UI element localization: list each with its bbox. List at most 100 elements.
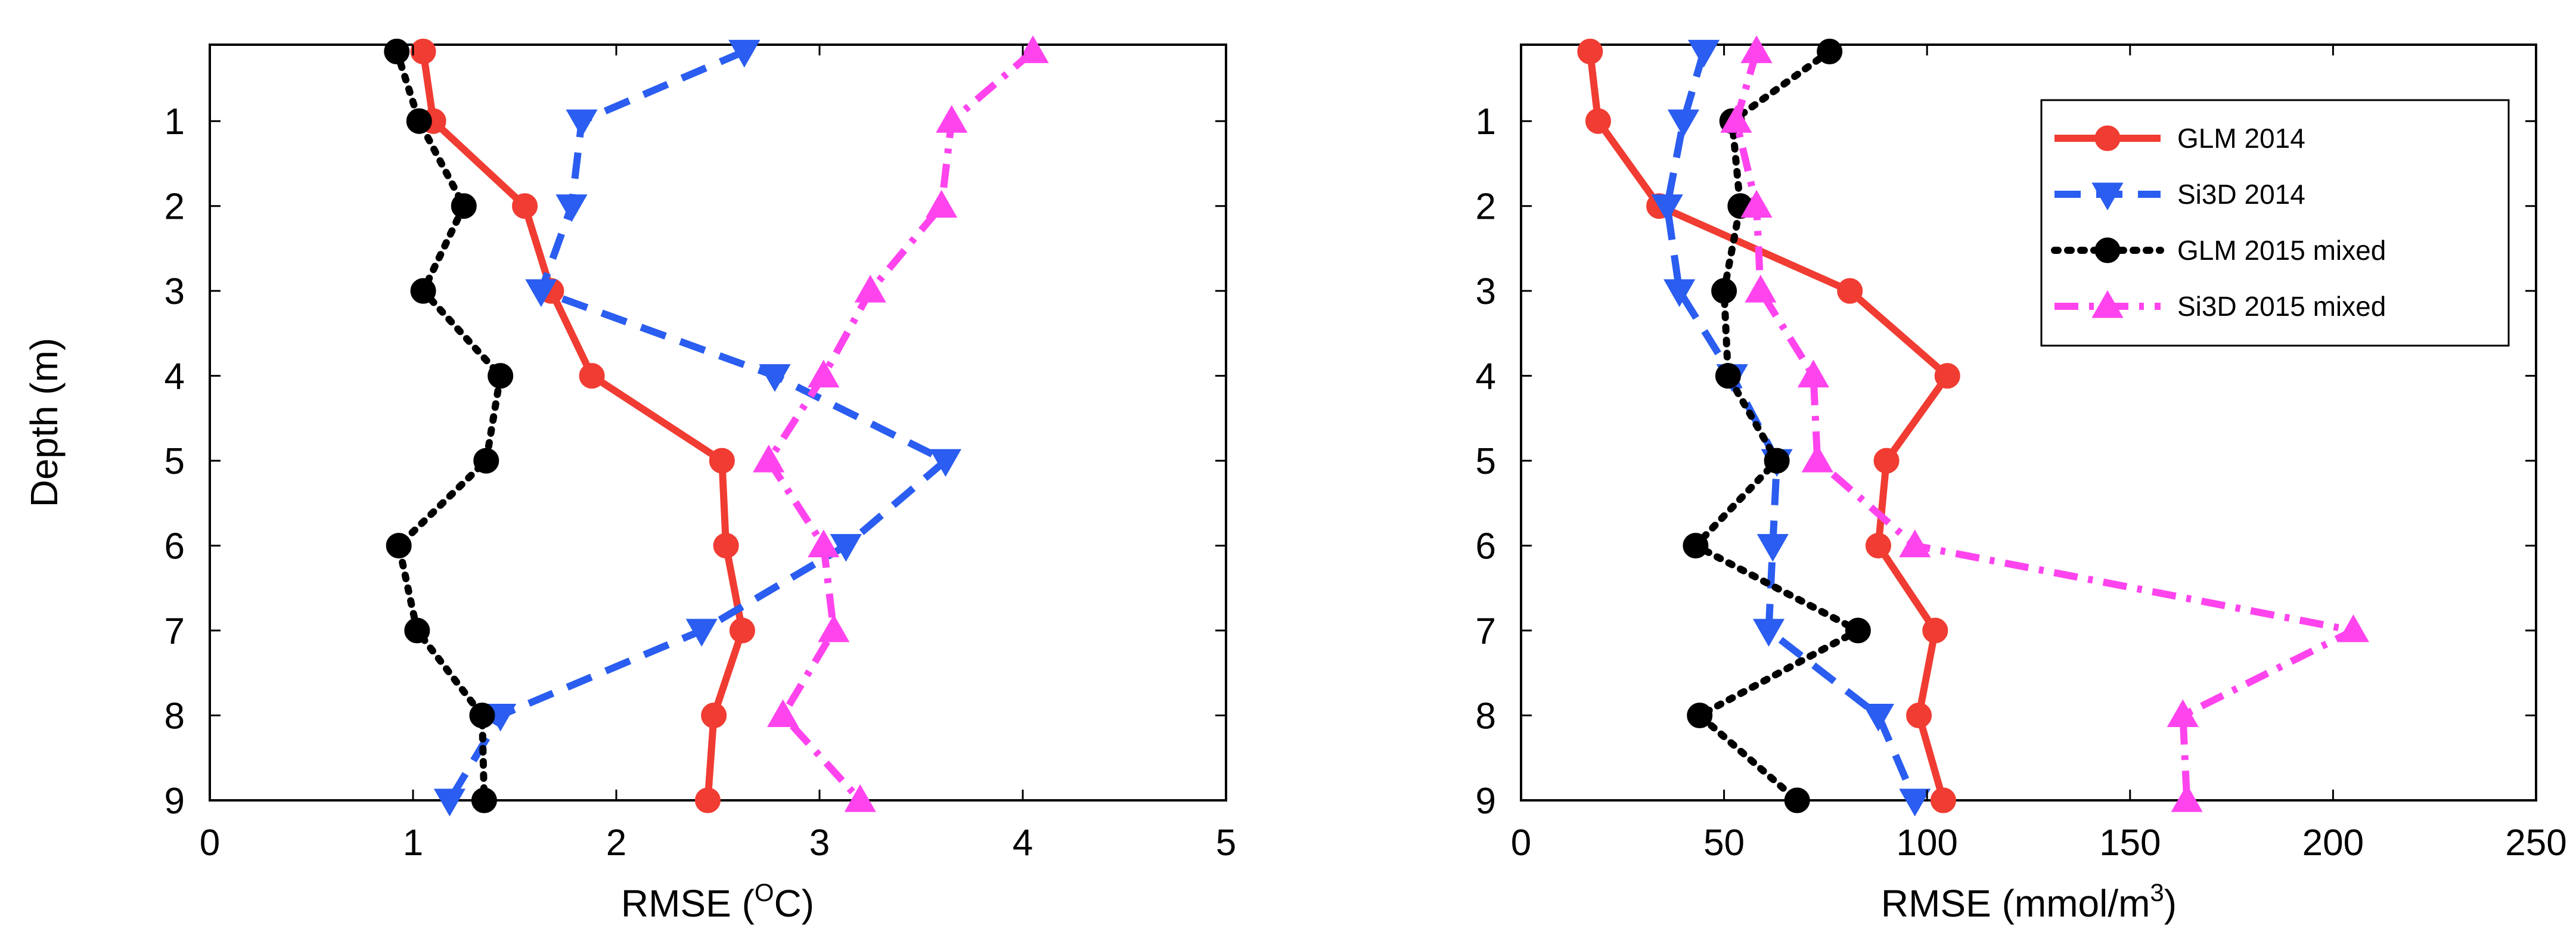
series-layer (1577, 35, 2370, 817)
data-point (844, 784, 876, 812)
series-si3d-2015-mixed (753, 35, 1049, 812)
data-point (1745, 275, 1777, 303)
x-tick-label: 1 (403, 822, 423, 864)
data-point (1740, 35, 1773, 63)
x-tick-label: 2 (606, 822, 626, 864)
data-point (1663, 279, 1696, 308)
data-point (525, 279, 557, 308)
data-point (753, 445, 785, 473)
series-si3d-2015-mixed (1720, 35, 2370, 812)
data-point (2167, 699, 2199, 728)
legend-label: GLM 2014 (2177, 123, 2305, 154)
data-point (2171, 784, 2203, 812)
data-point (1934, 363, 1960, 389)
data-point (566, 109, 598, 138)
legend-item: Si3D 2015 mixed (2054, 290, 2386, 322)
data-point (1797, 359, 1830, 388)
y-tick-label: 9 (1476, 781, 1496, 822)
y-tick-label: 4 (165, 356, 185, 397)
series-line-si3d-2014 (1663, 50, 1919, 802)
y-tick-label: 8 (165, 696, 185, 737)
data-point (1865, 533, 1891, 559)
legend-marker (2091, 182, 2124, 211)
y-tick-label: 3 (165, 271, 185, 312)
data-point (2337, 614, 2370, 642)
y-tick-label: 2 (1476, 187, 1496, 228)
x-tick-label: 150 (2099, 822, 2161, 864)
series-line-glm-2015-mixed (1692, 48, 1862, 804)
temperature-rmse-chart: 0 1 2 3 4 5 1 2 3 4 5 6 7 8 9 RMSE (OC) Depth (m) (23, 35, 1236, 925)
data-point (854, 275, 886, 303)
data-point (469, 703, 495, 729)
data-point (1756, 534, 1789, 562)
data-point (1845, 617, 1871, 644)
data-point (473, 448, 499, 474)
data-point (1906, 703, 1932, 729)
data-point (471, 787, 497, 813)
data-point (709, 448, 735, 474)
data-point (767, 699, 799, 728)
data-point (1651, 194, 1683, 222)
legend-marker (2091, 290, 2124, 318)
data-point (1577, 38, 1603, 64)
data-point (808, 529, 840, 558)
data-point (694, 787, 721, 813)
y-axis-label: Depth (m) (23, 338, 66, 508)
x-tick-label: 50 (1703, 822, 1745, 864)
data-point (1740, 190, 1773, 218)
series-layer (384, 35, 1049, 817)
series-line-si3d-2015-mixed (765, 48, 1035, 803)
data-point (701, 703, 727, 729)
x-tick-label: 3 (809, 822, 830, 864)
series-line-glm-2014 (1586, 51, 1951, 802)
series-glm-2014 (1577, 38, 1960, 813)
data-point (451, 193, 477, 219)
y-tick-label: 5 (165, 441, 185, 482)
y-tick-label: 5 (1476, 441, 1496, 482)
y-ticks: 1 2 3 4 5 6 7 8 9 (1476, 101, 2536, 822)
plot-frame (209, 44, 1227, 802)
x-tick-label: 200 (2302, 822, 2364, 864)
data-point (1585, 108, 1611, 134)
data-point (1837, 278, 1863, 304)
legend-label: Si3D 2014 (2177, 179, 2305, 210)
data-point (512, 193, 538, 219)
x-tick-label: 4 (1013, 822, 1033, 864)
data-point (1862, 704, 1895, 732)
data-point (1720, 105, 1752, 133)
y-tick-label: 3 (1476, 271, 1496, 312)
data-point (1715, 363, 1741, 389)
series-line-si3d-2014 (446, 48, 949, 803)
data-point (830, 534, 862, 562)
y-ticks: 1 2 3 4 5 6 7 8 9 (165, 101, 1226, 822)
y-tick-label: 9 (165, 781, 185, 822)
x-tick-label: 0 (1511, 822, 1531, 864)
y-tick-label: 6 (1476, 526, 1496, 567)
data-point (384, 38, 410, 64)
data-point (1711, 278, 1737, 304)
data-point (808, 359, 840, 388)
legend-item: GLM 2015 mixed (2051, 235, 2386, 266)
data-point (1817, 38, 1843, 64)
y-tick-label: 2 (165, 187, 185, 228)
legend-item: Si3D 2014 (2054, 179, 2305, 211)
y-tick-label: 7 (165, 611, 185, 652)
series-glm-2015-mixed (384, 38, 514, 813)
series-si3d-2014 (433, 39, 962, 817)
data-point (818, 614, 850, 642)
data-point (1930, 787, 1956, 813)
x-axis-label: RMSE (mmol/m3) (1881, 878, 2177, 925)
data-point (410, 278, 436, 304)
x-ticks: 0 1 2 3 4 5 (200, 45, 1236, 864)
y-tick-label: 6 (165, 526, 185, 567)
series-glm-2015-mixed (1683, 38, 1871, 813)
concentration-rmse-chart: 0 50 100 150 200 250 1 2 3 4 5 6 7 8 9 RMSE (mmol/m3)… (1476, 35, 2567, 925)
data-point (728, 39, 761, 68)
data-point (1873, 448, 1900, 474)
x-tick-label: 100 (1896, 822, 1957, 864)
x-tick-label: 250 (2505, 822, 2566, 864)
legend-label: Si3D 2015 mixed (2177, 291, 2386, 322)
data-point (1687, 703, 1713, 729)
data-point (404, 617, 430, 644)
